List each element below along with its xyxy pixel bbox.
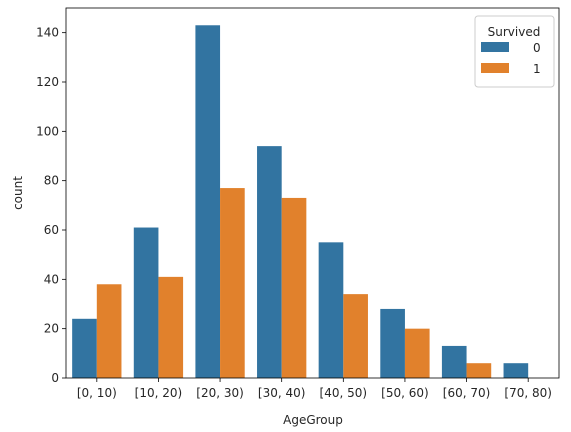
- plot-frame: [65, 7, 560, 379]
- legend-label-0: 0: [533, 41, 541, 55]
- x-tick-label: [0, 10): [77, 386, 117, 400]
- y-tick-label: 80: [44, 174, 59, 188]
- ticks-group: 0 20 40 60 80 100 120 140 [0, 10) [10, 20) [20, 30…: [36, 26, 552, 400]
- y-tick-label: 140: [36, 26, 59, 40]
- y-axis-label: count: [11, 176, 25, 210]
- bar-0-4: [318, 242, 344, 378]
- bar-0-7: [503, 363, 529, 378]
- x-tick-label: [70, 80): [504, 386, 552, 400]
- y-tick-label: 100: [36, 124, 59, 138]
- x-tick-label: [20, 30): [196, 386, 244, 400]
- bar-1-4: [343, 294, 368, 378]
- axes-group: [65, 7, 560, 379]
- x-tick-label: [30, 40): [258, 386, 306, 400]
- y-tick-label: 0: [51, 371, 59, 385]
- legend-label-1: 1: [533, 62, 541, 76]
- bar-1-6: [466, 363, 492, 378]
- bar-0-5: [380, 308, 405, 378]
- y-tick-label: 120: [36, 75, 59, 89]
- bar-1-1: [158, 276, 184, 378]
- x-tick-label: [40, 50): [320, 386, 368, 400]
- bars-group: [72, 25, 529, 379]
- bar-0-0: [72, 318, 97, 378]
- y-tick-label: 40: [44, 272, 59, 286]
- bar-0-6: [441, 345, 467, 378]
- legend-title: Survived: [488, 25, 541, 39]
- bar-1-0: [96, 284, 122, 378]
- bar-0-1: [133, 227, 159, 378]
- y-tick-label: 20: [44, 322, 59, 336]
- x-tick-label: [60, 70): [443, 386, 491, 400]
- bar-1-5: [404, 328, 430, 378]
- x-axis-label: AgeGroup: [283, 413, 343, 427]
- bar-0-2: [195, 25, 221, 379]
- bar-0-3: [257, 146, 282, 378]
- bar-1-2: [220, 188, 245, 378]
- legend: Survived 0 1: [474, 15, 555, 88]
- y-tick-label: 60: [44, 223, 59, 237]
- legend-swatch-0: [481, 42, 509, 52]
- bar-1-3: [281, 197, 307, 378]
- x-tick-label: [50, 60): [381, 386, 429, 400]
- x-tick-label: [10, 20): [135, 386, 183, 400]
- legend-swatch-1: [481, 63, 509, 73]
